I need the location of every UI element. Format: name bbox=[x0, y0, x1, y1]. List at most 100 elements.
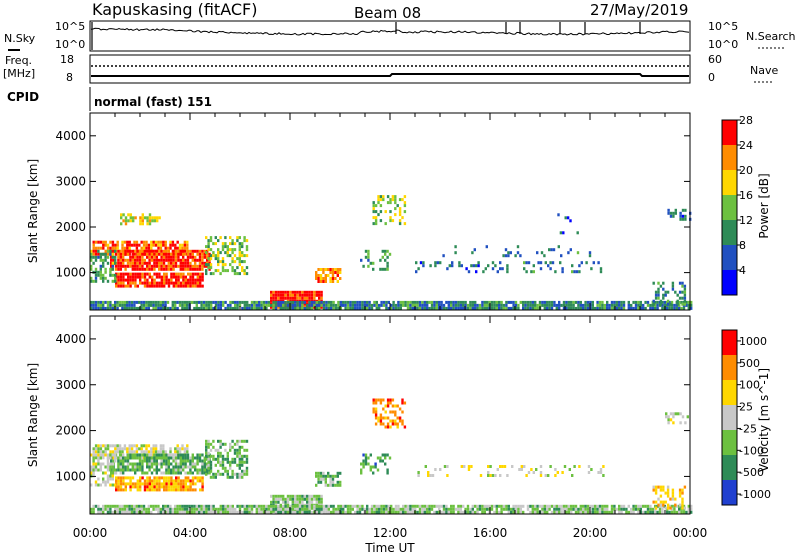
scatter-cell bbox=[140, 510, 143, 514]
scatter-cell bbox=[117, 252, 120, 256]
scatter-cell bbox=[111, 252, 114, 256]
scatter-cell bbox=[327, 274, 330, 277]
scatter-cell bbox=[122, 459, 125, 463]
scatter-cell bbox=[683, 506, 687, 510]
scatter-cell bbox=[495, 510, 498, 514]
scatter-cell bbox=[514, 510, 518, 514]
scatter-cell bbox=[170, 275, 173, 279]
scatter-cell bbox=[150, 504, 153, 508]
scatter-cell bbox=[301, 293, 304, 297]
scatter-cell bbox=[243, 303, 246, 307]
scatter-cell bbox=[179, 462, 182, 466]
scatter-cell bbox=[296, 497, 299, 501]
scatter-cell bbox=[167, 284, 171, 288]
scatter-cell bbox=[598, 306, 602, 310]
scatter-cell bbox=[128, 510, 131, 514]
scatter-cell bbox=[622, 303, 626, 307]
scatter-cell bbox=[394, 404, 397, 408]
scatter-cell bbox=[135, 510, 138, 514]
scatter-cell bbox=[189, 485, 192, 489]
scatter-cell bbox=[128, 303, 131, 307]
scatter-cell bbox=[386, 267, 389, 271]
scatter-cell bbox=[279, 296, 282, 300]
scatter-cell bbox=[184, 476, 187, 480]
scatter-cell bbox=[603, 510, 606, 514]
scatter-cell bbox=[146, 216, 149, 220]
scatter-cell bbox=[207, 257, 210, 261]
scatter-cell bbox=[507, 300, 510, 304]
scatter-cell bbox=[379, 419, 383, 423]
scatter-cell bbox=[209, 475, 213, 479]
scatter-cell bbox=[277, 510, 280, 514]
scatter-cell bbox=[382, 507, 386, 511]
scatter-cell bbox=[421, 300, 424, 304]
scatter-cell bbox=[90, 483, 93, 487]
scatter-cell bbox=[154, 447, 158, 451]
scatter-cell bbox=[194, 281, 197, 285]
scatter-cell bbox=[189, 255, 192, 259]
scatter-cell bbox=[233, 254, 237, 258]
scatter-cell bbox=[183, 252, 187, 256]
scatter-cell bbox=[122, 272, 125, 276]
scatter-cell bbox=[128, 252, 131, 256]
scatter-cell bbox=[684, 208, 687, 212]
scatter-cell bbox=[164, 303, 167, 307]
scatter-cell bbox=[466, 303, 470, 307]
scatter-cell bbox=[182, 479, 185, 483]
scatter-cell bbox=[150, 510, 153, 514]
scatter-cell bbox=[226, 507, 230, 511]
scatter-cell bbox=[403, 425, 407, 429]
scatter-cell bbox=[306, 500, 309, 504]
scatter-cell bbox=[234, 507, 237, 511]
scatter-cell bbox=[241, 269, 244, 273]
scatter-cell bbox=[572, 306, 575, 310]
scatter-cell bbox=[121, 450, 124, 454]
scatter-cell bbox=[394, 306, 398, 310]
scatter-cell bbox=[198, 252, 202, 256]
scatter-cell bbox=[135, 246, 139, 250]
scatter-cell bbox=[666, 306, 669, 310]
scatter-cell bbox=[138, 456, 142, 460]
scatter-cell bbox=[159, 303, 162, 307]
scatter-cell bbox=[206, 252, 209, 256]
scatter-cell bbox=[212, 251, 215, 255]
scatter-cell bbox=[324, 268, 327, 271]
scatter-cell bbox=[509, 251, 512, 255]
scatter-cell bbox=[301, 303, 304, 307]
scatter-cell bbox=[167, 267, 170, 271]
scatter-cell bbox=[555, 303, 558, 307]
colorbar-tick-label: 12 bbox=[739, 214, 753, 227]
scatter-cell bbox=[570, 303, 573, 307]
scatter-cell bbox=[150, 303, 153, 307]
scatter-cell bbox=[319, 471, 323, 475]
scatter-cell bbox=[212, 242, 215, 246]
scatter-cell bbox=[654, 306, 657, 310]
scatter-cell bbox=[375, 303, 378, 307]
scatter-cell bbox=[106, 243, 110, 247]
scatter-cell bbox=[574, 306, 578, 310]
scatter-cell bbox=[301, 494, 304, 498]
scatter-cell bbox=[627, 510, 630, 514]
scatter-cell bbox=[398, 213, 402, 217]
scatter-cell bbox=[194, 264, 197, 268]
scatter-cell bbox=[434, 261, 437, 265]
scatter-cell bbox=[238, 272, 241, 276]
scatter-cell bbox=[207, 242, 210, 246]
scatter-cell bbox=[245, 248, 249, 252]
scatter-cell bbox=[224, 507, 227, 511]
scatter-cell bbox=[603, 507, 606, 511]
scatter-cell bbox=[132, 219, 135, 223]
scatter-cell bbox=[543, 507, 546, 511]
scatter-cell bbox=[534, 303, 537, 307]
scatter-cell bbox=[183, 447, 187, 451]
scatter-cell bbox=[344, 303, 347, 307]
scatter-cell bbox=[160, 456, 163, 460]
scatter-cell bbox=[120, 222, 123, 226]
scatter-cell bbox=[272, 303, 275, 307]
scatter-cell bbox=[229, 510, 232, 514]
scatter-cell bbox=[301, 306, 304, 310]
scatter-cell bbox=[163, 482, 166, 486]
scatter-cell bbox=[282, 494, 285, 498]
scatter-cell bbox=[310, 494, 314, 498]
scatter-cell bbox=[186, 456, 190, 460]
